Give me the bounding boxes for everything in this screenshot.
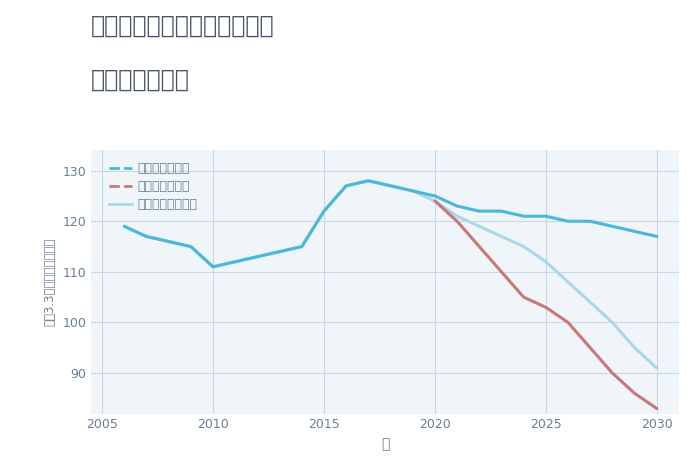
Text: 兵庫県西宮市甲子園浦風町の: 兵庫県西宮市甲子園浦風町の [91,14,274,38]
X-axis label: 年: 年 [381,437,389,451]
Legend: グッドシナリオ, バッドシナリオ, ノーマルシナリオ: グッドシナリオ, バッドシナリオ, ノーマルシナリオ [109,162,198,211]
Y-axis label: 坪（3.3㎡）単価（万円）: 坪（3.3㎡）単価（万円） [43,238,57,326]
Text: 土地の価格推移: 土地の価格推移 [91,68,190,92]
